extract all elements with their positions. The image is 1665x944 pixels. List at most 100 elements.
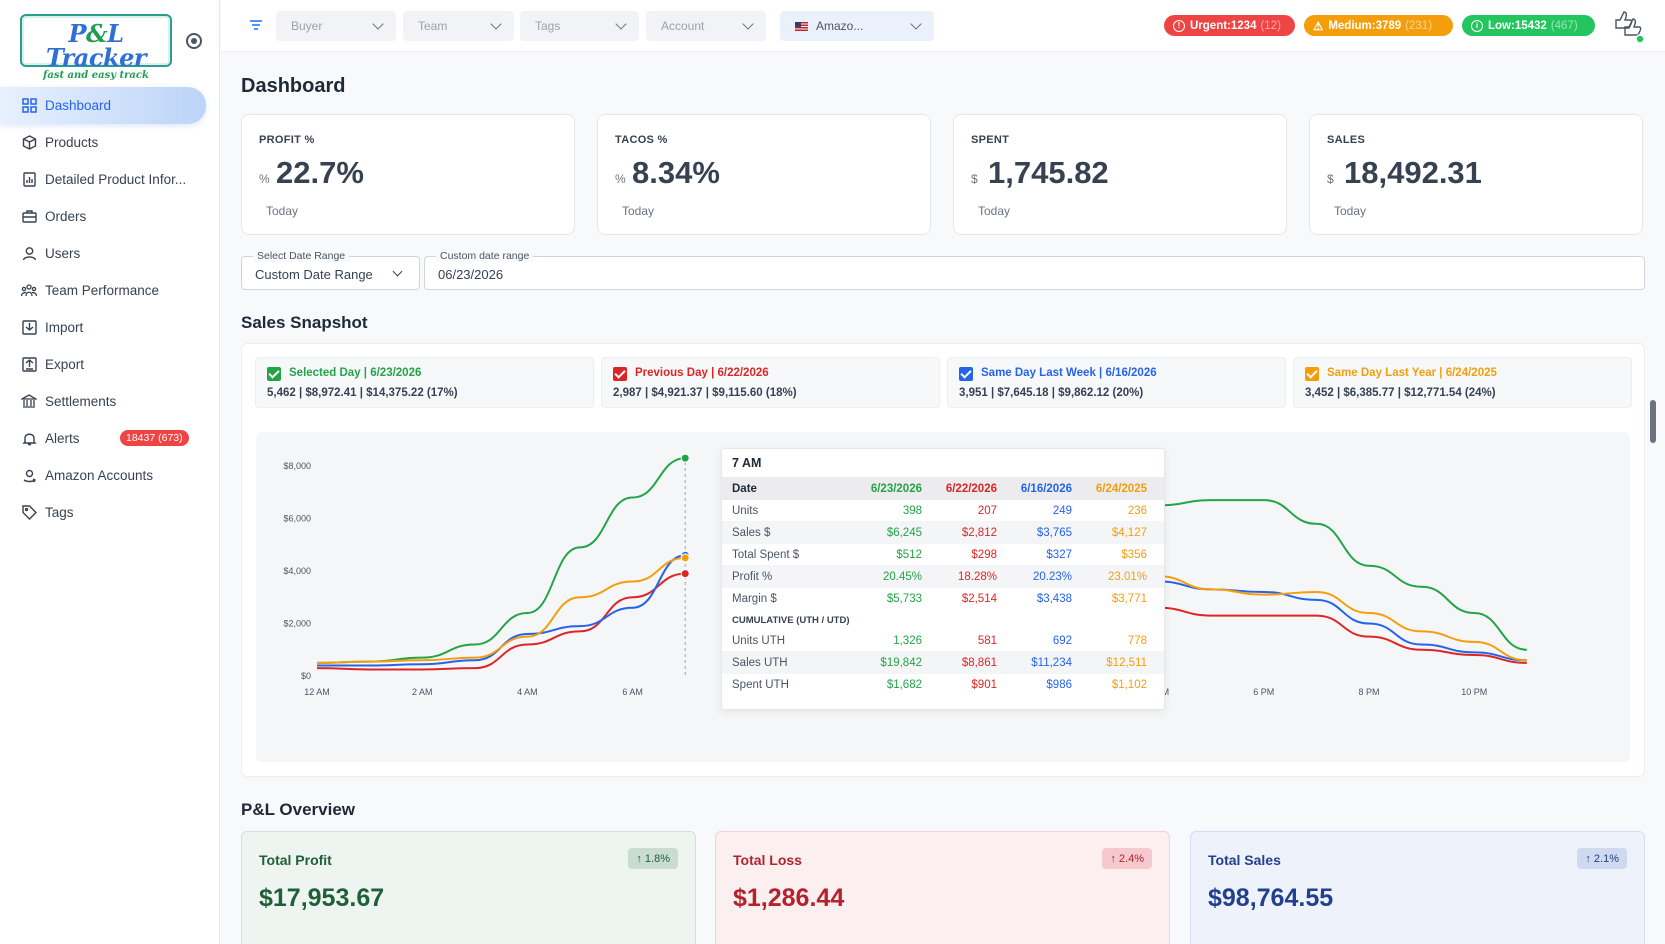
sidebar-item-tags[interactable]: Tags xyxy=(0,494,220,531)
sidebar-item-products[interactable]: Products xyxy=(0,124,220,161)
comparison-title: Selected Day | 6/23/2026 xyxy=(289,367,422,379)
alert-circle-icon: ! xyxy=(1173,19,1185,32)
tooltip-cell: 236 xyxy=(1127,504,1147,517)
tooltip-row-label: Margin $ xyxy=(732,592,777,605)
chevron-down-icon xyxy=(490,18,502,30)
dropdown-label: Tags xyxy=(535,19,561,33)
tooltip-cell: 249 xyxy=(1052,504,1072,517)
medium-alerts-pill[interactable]: ⚠ Medium:3789 (231) xyxy=(1304,15,1453,36)
tooltip-cell: 692 xyxy=(1052,634,1072,647)
pl-card-total-profit: Total Profit $17,953.67 ↑ 1.8% xyxy=(241,831,696,944)
tooltip-row-label: Spent UTH xyxy=(732,678,789,691)
account-filter-dropdown[interactable]: Account xyxy=(646,11,766,41)
sidebar-item-alerts[interactable]: Alerts 18437 (673) xyxy=(0,420,220,457)
sidebar-collapse-toggle[interactable] xyxy=(186,33,202,49)
checkbox-checked-icon[interactable] xyxy=(267,367,281,381)
sidebar-item-export[interactable]: Export xyxy=(0,346,220,383)
stat-period: Today xyxy=(978,204,1011,218)
chart-tooltip: 7 AM Date 6/23/2026 6/22/2026 6/16/2026 6/24… xyxy=(721,448,1165,710)
chevron-down-icon xyxy=(372,18,384,30)
checkbox-checked-icon[interactable] xyxy=(959,367,973,381)
filter-icon[interactable] xyxy=(248,18,264,32)
sidebar-item-label: Import xyxy=(45,320,84,335)
comparison-selected-day[interactable]: Selected Day | 6/23/2026 5,462 | $8,972.… xyxy=(255,357,594,408)
stat-card-tacos: TACOS % % 8.34% Today xyxy=(597,114,931,235)
sales-line-chart-svg: $0 $2,000 $4,000 $6,000 $8,000 12 AM 2 AM 4 AM 6… xyxy=(283,453,1527,697)
series-point-1 xyxy=(680,569,690,579)
y-tick-label: $8,000 xyxy=(283,461,311,471)
stat-label: PROFIT % xyxy=(259,134,315,146)
dropdown-label: Account xyxy=(661,19,705,33)
tooltip-cell: 778 xyxy=(1127,634,1147,647)
sidebar-item-dashboard[interactable]: Dashboard xyxy=(0,87,206,124)
marketplace-dropdown[interactable]: Amazo... xyxy=(780,11,934,41)
user-status-icon[interactable] xyxy=(1611,8,1645,44)
import-icon xyxy=(21,320,37,336)
sidebar-item-import[interactable]: Import xyxy=(0,309,220,346)
series-line-2 xyxy=(1105,580,1527,662)
tooltip-header-row: Date 6/23/2026 6/22/2026 6/16/2026 6/24/2025 xyxy=(722,477,1164,500)
app-logo[interactable]: P&L Tracker fast and easy track xyxy=(20,14,172,81)
tooltip-cell: 1,326 xyxy=(893,634,922,647)
comparison-values: 5,462 | $8,972.41 | $14,375.22 (17%) xyxy=(267,387,458,399)
tags-filter-dropdown[interactable]: Tags xyxy=(520,11,639,41)
buyer-filter-dropdown[interactable]: Buyer xyxy=(276,11,396,41)
stat-label: TACOS % xyxy=(615,134,668,146)
stat-unit: $ xyxy=(1327,172,1334,186)
warning-triangle-icon: ⚠ xyxy=(1313,20,1324,33)
low-alerts-pill[interactable]: i Low:15432 (467) xyxy=(1462,15,1595,36)
sidebar-item-label: Amazon Accounts xyxy=(45,468,154,483)
pl-card-total-loss: Total Loss $1,286.44 ↑ 2.4% xyxy=(715,831,1170,944)
comparison-previous-day[interactable]: Previous Day | 6/22/2026 2,987 | $4,921.… xyxy=(601,357,940,408)
x-tick-label: 12 AM xyxy=(304,687,330,697)
series-line-3 xyxy=(1105,575,1527,662)
sidebar-item-users[interactable]: Users xyxy=(0,235,220,272)
tooltip-cell: 23.01% xyxy=(1107,570,1147,583)
custom-date-input[interactable]: Custom date range 06/23/2026 xyxy=(424,250,1645,290)
tooltip-cell: $12,511 xyxy=(1106,656,1147,669)
pill-label: Urgent:1234 xyxy=(1190,19,1257,32)
pill-label: Medium:3789 xyxy=(1328,19,1402,32)
stat-card-profit: PROFIT % % 22.7% Today xyxy=(241,114,575,235)
grid-icon xyxy=(21,98,37,114)
custom-date-label: Custom date range xyxy=(436,250,534,262)
sidebar-item-team-performance[interactable]: Team Performance xyxy=(0,272,220,309)
checkbox-checked-icon[interactable] xyxy=(1305,367,1319,381)
bell-icon xyxy=(21,431,37,447)
pl-change-badge: ↑ 2.1% xyxy=(1577,848,1627,869)
cube-icon xyxy=(21,135,37,151)
tooltip-title: 7 AM xyxy=(732,456,762,470)
tooltip-row: Profit % 20.45% 18.28% 20.23% 23.01% xyxy=(722,565,1164,588)
series-line-1 xyxy=(1105,593,1527,664)
date-range-select[interactable]: Select Date Range Custom Date Range xyxy=(241,250,420,290)
checkbox-checked-icon[interactable] xyxy=(613,367,627,381)
tooltip-row-label: Sales UTH xyxy=(732,656,788,669)
series-point-0 xyxy=(680,453,690,463)
comparison-title: Same Day Last Week | 6/16/2026 xyxy=(981,367,1157,379)
sidebar-item-orders[interactable]: Orders xyxy=(0,198,220,235)
sidebar-item-detailed-product-info[interactable]: Detailed Product Infor... xyxy=(0,161,220,198)
sales-snapshot-title: Sales Snapshot xyxy=(241,313,368,332)
stat-label: SALES xyxy=(1327,134,1366,146)
comparison-last-year[interactable]: Same Day Last Year | 6/24/2025 3,452 | $… xyxy=(1293,357,1632,408)
team-filter-dropdown[interactable]: Team xyxy=(403,11,514,41)
page-scrollbar[interactable] xyxy=(1650,400,1656,443)
tooltip-cell: 20.23% xyxy=(1032,570,1072,583)
pl-card-title: Total Loss xyxy=(733,852,802,868)
tooltip-row: Units UTH 1,326 581 692 778 xyxy=(722,629,1164,652)
tooltip-cell: $6,245 xyxy=(886,526,922,539)
y-tick-label: $4,000 xyxy=(283,566,311,576)
pl-overview-title: P&L Overview xyxy=(241,800,356,819)
sidebar-item-settlements[interactable]: Settlements xyxy=(0,383,220,420)
tooltip-cell: $5,733 xyxy=(886,592,922,605)
tooltip-cell: $356 xyxy=(1121,548,1147,561)
tooltip-row-label: Profit % xyxy=(732,570,773,583)
urgent-alerts-pill[interactable]: ! Urgent:1234 (12) xyxy=(1164,15,1295,36)
sidebar-item-amazon-accounts[interactable]: Amazon Accounts xyxy=(0,457,220,494)
briefcase-icon xyxy=(21,209,37,225)
tooltip-cell: 6/16/2026 xyxy=(1020,482,1072,495)
tooltip-cell: 18.28% xyxy=(957,570,997,583)
y-tick-label: $2,000 xyxy=(283,619,311,629)
comparison-last-week[interactable]: Same Day Last Week | 6/16/2026 3,951 | $… xyxy=(947,357,1286,408)
x-tick-label: 4 AM xyxy=(517,687,538,697)
